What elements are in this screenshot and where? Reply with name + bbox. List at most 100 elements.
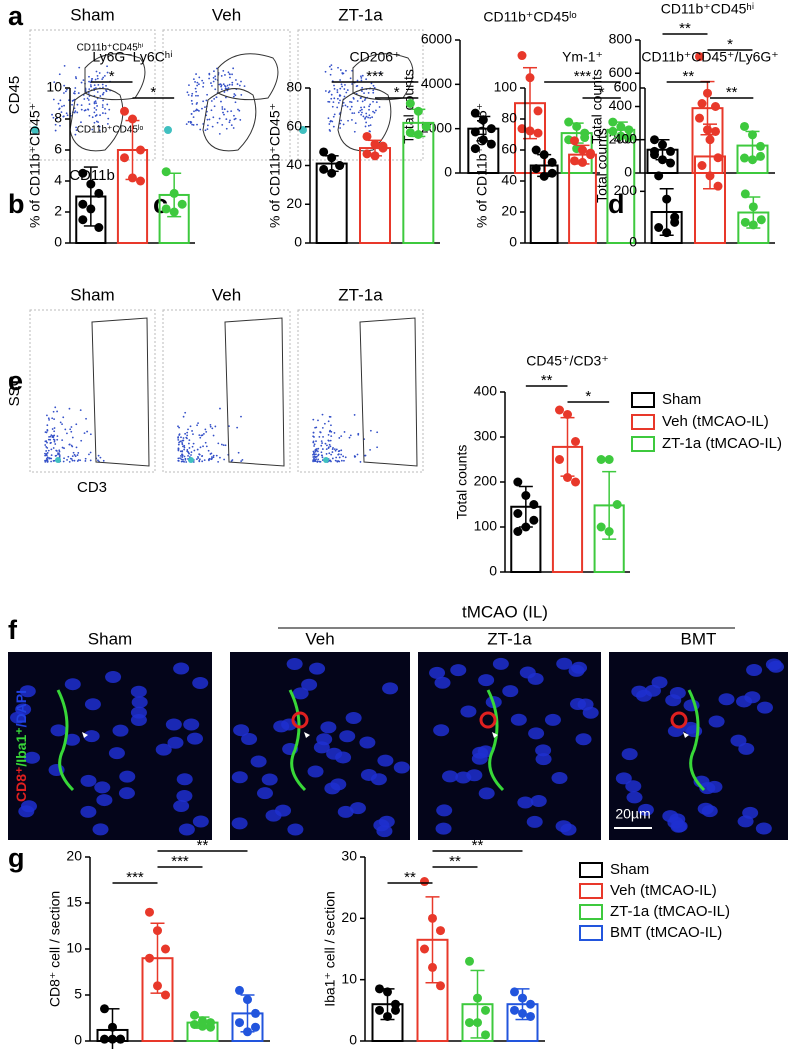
flow-dot xyxy=(57,452,59,455)
data-point xyxy=(169,188,179,198)
flow-dot xyxy=(55,449,58,452)
legend-label: Veh (tMCAO-IL) xyxy=(610,882,717,899)
flow-group-label: ZT-1a xyxy=(338,285,383,304)
flow-dot xyxy=(203,459,206,462)
flow-dot xyxy=(331,105,334,108)
flow-dot xyxy=(90,85,92,88)
legend-swatch xyxy=(579,883,603,899)
data-point xyxy=(473,993,482,1003)
flow-dot xyxy=(98,129,101,132)
gate-label: CD11b⁺CD45ʰⁱ xyxy=(77,43,144,54)
significance-label: ** xyxy=(679,20,691,37)
flow-dot xyxy=(196,81,199,84)
flow-dot xyxy=(93,84,96,86)
flow-dot xyxy=(342,101,345,104)
flow-dot xyxy=(214,75,217,78)
flow-dot xyxy=(83,98,86,100)
flow-dot xyxy=(97,125,100,127)
flow-dot xyxy=(94,87,97,89)
nucleus xyxy=(287,823,304,836)
nucleus xyxy=(535,753,552,766)
flow-dot xyxy=(334,459,337,462)
flow-dot xyxy=(54,406,57,409)
significance-label: ** xyxy=(197,837,209,854)
flow-dot xyxy=(313,456,316,458)
flow-dot xyxy=(68,443,71,446)
y-tick-label: 0 xyxy=(74,1032,82,1048)
flow-dot xyxy=(70,458,73,460)
flow-dot xyxy=(196,84,199,87)
nucleus xyxy=(64,678,81,691)
flow-dot xyxy=(66,432,68,435)
flow-gate xyxy=(69,88,124,152)
flow-plot-frame xyxy=(29,29,156,161)
flow-dot xyxy=(52,116,55,119)
data-point xyxy=(161,944,170,954)
flow-plot-frame xyxy=(297,309,424,473)
flow-dot xyxy=(336,97,339,100)
flow-dot xyxy=(73,453,76,456)
flow-dot xyxy=(206,93,208,96)
flow-dot xyxy=(179,450,182,453)
flow-dot xyxy=(206,128,209,130)
flow-dot xyxy=(96,77,99,80)
flow-dot xyxy=(336,106,339,109)
nucleus xyxy=(80,774,97,787)
flow-dot xyxy=(47,449,50,452)
data-point xyxy=(251,1022,260,1032)
legend-swatch xyxy=(631,436,655,452)
flow-dot xyxy=(183,455,186,458)
flow-dot xyxy=(337,102,340,104)
flow-dot xyxy=(360,113,363,116)
flow-dot xyxy=(213,105,216,108)
flow-dot xyxy=(320,451,323,454)
data-point xyxy=(697,161,707,170)
legend-label: Sham xyxy=(610,861,649,878)
flow-dot xyxy=(186,91,189,94)
flow-cluster xyxy=(323,457,329,463)
nucleus xyxy=(767,660,784,673)
flow-dot xyxy=(237,108,239,111)
flow-dot xyxy=(61,439,64,442)
flow-dot xyxy=(376,446,379,449)
flow-dot xyxy=(232,127,235,129)
flow-dot xyxy=(316,460,319,463)
flow-dot xyxy=(52,410,55,413)
flow-dot xyxy=(102,91,105,94)
flow-dot xyxy=(194,81,196,83)
data-point xyxy=(421,122,431,132)
flow-dot xyxy=(372,91,375,94)
flow-gate xyxy=(217,53,279,101)
y-tick-label: 4 xyxy=(54,172,62,188)
data-point xyxy=(572,121,582,131)
flow-dot xyxy=(209,425,212,428)
flow-cluster xyxy=(299,126,307,134)
image-group-label: ZT-1a xyxy=(487,629,532,648)
flow-dot xyxy=(361,100,364,103)
arrowhead xyxy=(683,732,689,738)
nucleus xyxy=(382,682,399,695)
data-point xyxy=(748,130,757,140)
flow-dot xyxy=(334,449,337,452)
flow-dot xyxy=(365,78,368,81)
flow-dot xyxy=(46,429,49,432)
data-point xyxy=(161,990,170,1000)
flow-dot xyxy=(204,428,207,431)
y-tick-label: 100 xyxy=(494,79,518,95)
flow-dot xyxy=(86,430,89,433)
data-point xyxy=(470,144,480,154)
flow-dot xyxy=(93,121,96,124)
flow-dot xyxy=(350,101,353,104)
flow-dot xyxy=(211,456,213,458)
flow-dot xyxy=(190,94,193,97)
flow-dot xyxy=(61,105,63,108)
nucleus xyxy=(730,734,747,747)
flow-dot xyxy=(313,453,316,456)
flow-dot xyxy=(53,427,56,429)
nucleus xyxy=(337,805,354,818)
flow-dot xyxy=(343,95,346,98)
nucleus xyxy=(261,773,278,786)
flow-dot xyxy=(199,446,202,449)
nucleus xyxy=(50,724,67,737)
flow-dot xyxy=(177,448,180,450)
